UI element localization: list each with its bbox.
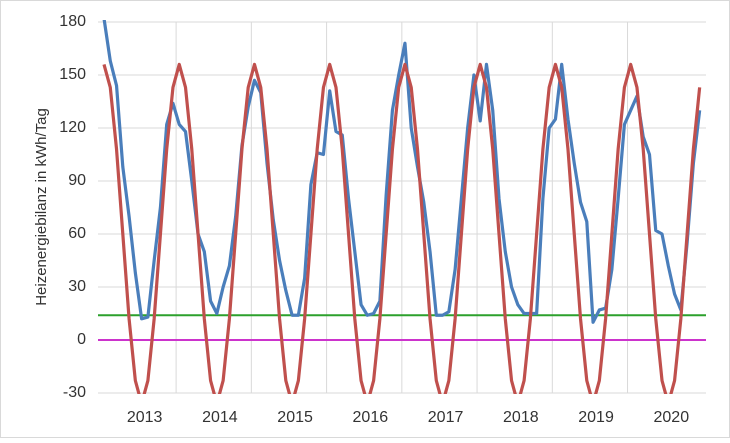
data-line bbox=[102, 62, 702, 394]
y-tick-label: 180 bbox=[59, 13, 86, 30]
y-tick-label: 150 bbox=[59, 66, 86, 83]
y-tick-label: 0 bbox=[77, 331, 86, 348]
x-tick-label: 2016 bbox=[353, 409, 389, 426]
x-tick-label: 2015 bbox=[277, 409, 313, 426]
x-tick-label: 2019 bbox=[578, 409, 614, 426]
data-line bbox=[102, 20, 702, 324]
y-tick-label: 60 bbox=[68, 225, 86, 242]
y-tick-label: 90 bbox=[68, 172, 86, 189]
x-tick-label: 2014 bbox=[202, 409, 238, 426]
x-tick-label: 2013 bbox=[127, 409, 163, 426]
y-tick-label: 120 bbox=[59, 119, 86, 136]
y-tick-label: 30 bbox=[68, 278, 86, 295]
y-tick-label: -30 bbox=[63, 384, 86, 401]
x-tick-label: 2018 bbox=[503, 409, 539, 426]
x-tick-label: 2020 bbox=[654, 409, 690, 426]
x-tick-label: 2017 bbox=[428, 409, 464, 426]
y-axis-label: Heizenergiebilanz in kWh/Tag bbox=[33, 108, 50, 306]
